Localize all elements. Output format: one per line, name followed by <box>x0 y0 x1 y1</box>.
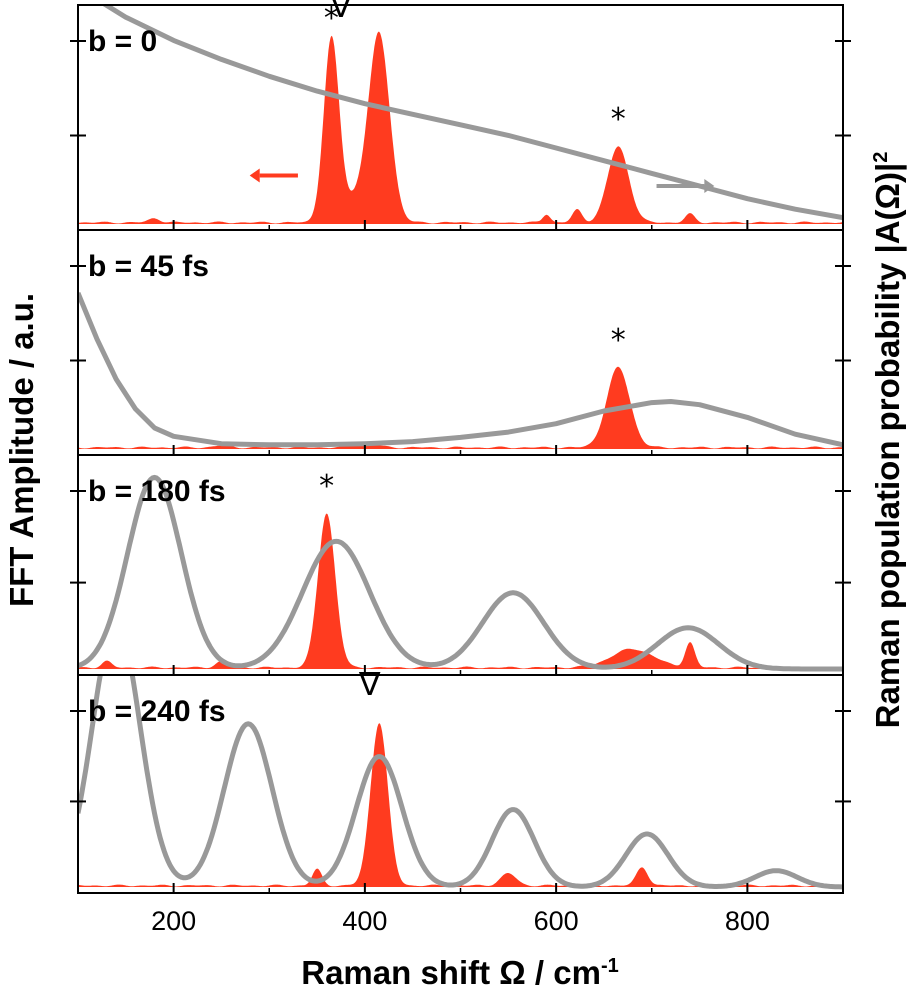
fft-amplitude-area <box>78 723 843 887</box>
panel-label: b = 45 fs <box>88 250 209 283</box>
peak-marker-asterisk: * <box>319 469 334 504</box>
y-axis-label-left: FFT Amplitude / a.u. <box>3 292 40 608</box>
y-axis-label-right: Raman population probability |A(Ω)|2 <box>869 152 907 729</box>
panel-1: *∇*b = 0 <box>70 0 851 231</box>
x-tick-label: 800 <box>725 906 770 936</box>
x-tick-label: 400 <box>342 906 387 936</box>
peak-marker-triangle: ∇ <box>358 665 381 703</box>
y-axis-label-right-main: Raman population probability |A(Ω)| <box>869 162 906 729</box>
y-axis-label-right-sup: 2 <box>870 151 892 163</box>
peak-marker-triangle: ∇ <box>329 0 352 25</box>
panel-3: * b = 180 fs <box>70 454 851 676</box>
peak-marker-asterisk: * <box>611 102 626 137</box>
population-probability-line <box>78 291 843 448</box>
x-tick-label: 600 <box>534 906 579 936</box>
population-probability-line <box>78 675 843 890</box>
axis-arrowhead-left <box>249 168 260 183</box>
axis-arrowhead-right <box>704 179 715 194</box>
x-axis-label-sup: -1 <box>600 955 619 977</box>
population-probability-line <box>78 474 843 672</box>
x-axis-label-main: Raman shift Ω / cm <box>301 954 601 991</box>
panel-label: b = 180 fs <box>88 475 226 508</box>
x-tick-label: 200 <box>151 906 196 936</box>
panel-plot-area <box>78 5 843 224</box>
peak-marker-asterisk: * <box>611 323 626 358</box>
panel-2: * b = 45 fs <box>70 229 851 456</box>
x-axis-label: Raman shift Ω / cm-1 <box>301 954 619 992</box>
panel-label: b = 0 <box>88 25 157 58</box>
panel-label: b = 240 fs <box>88 695 226 728</box>
panel-plot-area <box>78 675 843 890</box>
panel-plot-area <box>78 291 843 449</box>
peak-marker-asterisk: * <box>324 1 339 36</box>
population-probability-line <box>101 5 843 221</box>
panel-4: ∇ b = 240 fs <box>70 665 851 894</box>
panel-plot-area <box>78 474 843 672</box>
panel-frame <box>77 4 844 231</box>
